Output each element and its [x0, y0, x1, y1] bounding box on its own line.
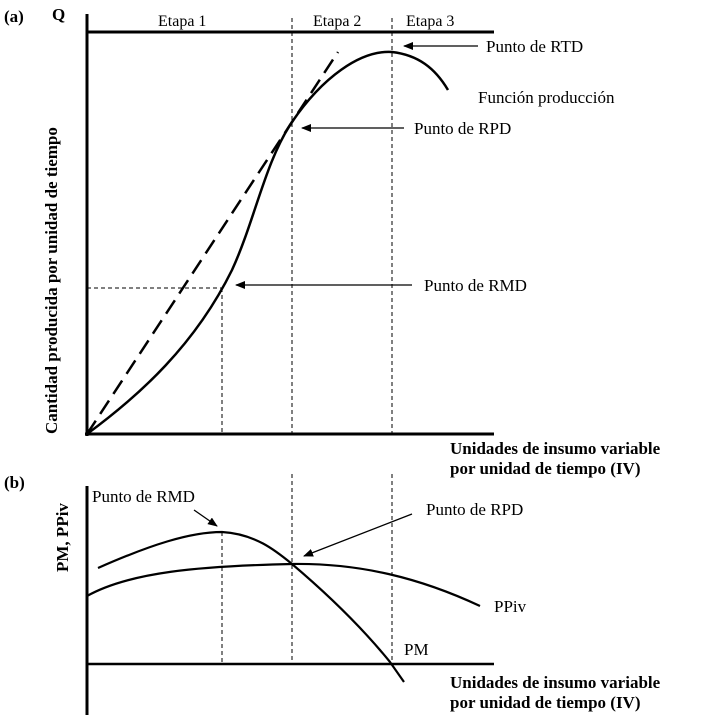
rpd-point-label-a: Punto de RPD: [414, 119, 511, 138]
rpd-arrow-b: [303, 513, 413, 557]
pm-curve: [97, 530, 405, 683]
y-axis-title-b: PM, PPiv: [53, 503, 72, 572]
production-function-label: Función producción: [478, 88, 615, 107]
rtd-point-label: Punto de RTD: [486, 37, 583, 56]
rmd-arrow-b: [193, 509, 218, 527]
ppiv-curve: [86, 562, 481, 607]
panel-a-tag: (a): [4, 7, 24, 26]
stage-2-label: Etapa 2: [313, 13, 361, 30]
stage-3-label: Etapa 3: [406, 13, 454, 30]
x-axis-title-a-line2: por unidad de tiempo (IV): [450, 459, 641, 478]
rmd-point-label-b: Punto de RMD: [92, 487, 195, 506]
x-axis-title-b-line2: por unidad de tiempo (IV): [450, 693, 641, 712]
y-axis-title-a: Cantidad producida por unidad de tiempo: [42, 127, 61, 434]
ppiv-curve-label: PPiv: [494, 597, 527, 616]
panel-a: (a) Q Cantidad producida por unidad de t…: [4, 5, 661, 478]
pm-curve-label: PM: [404, 640, 429, 659]
panel-b-tag: (b): [4, 473, 25, 492]
panel-b: (b) PM, PPiv Punto de RMD Punto de RPD P…: [4, 473, 661, 715]
production-function-curve: [86, 50, 450, 436]
y-axis-q-label: Q: [52, 5, 65, 24]
tangent-ray-line: [85, 51, 340, 435]
x-axis-title-b-line1: Unidades de insumo variable: [450, 673, 661, 692]
x-axis-title-a-line1: Unidades de insumo variable: [450, 439, 661, 458]
stage-1-label: Etapa 1: [158, 13, 206, 30]
rmd-point-label-a: Punto de RMD: [424, 276, 527, 295]
rpd-point-label-b: Punto de RPD: [426, 500, 523, 519]
